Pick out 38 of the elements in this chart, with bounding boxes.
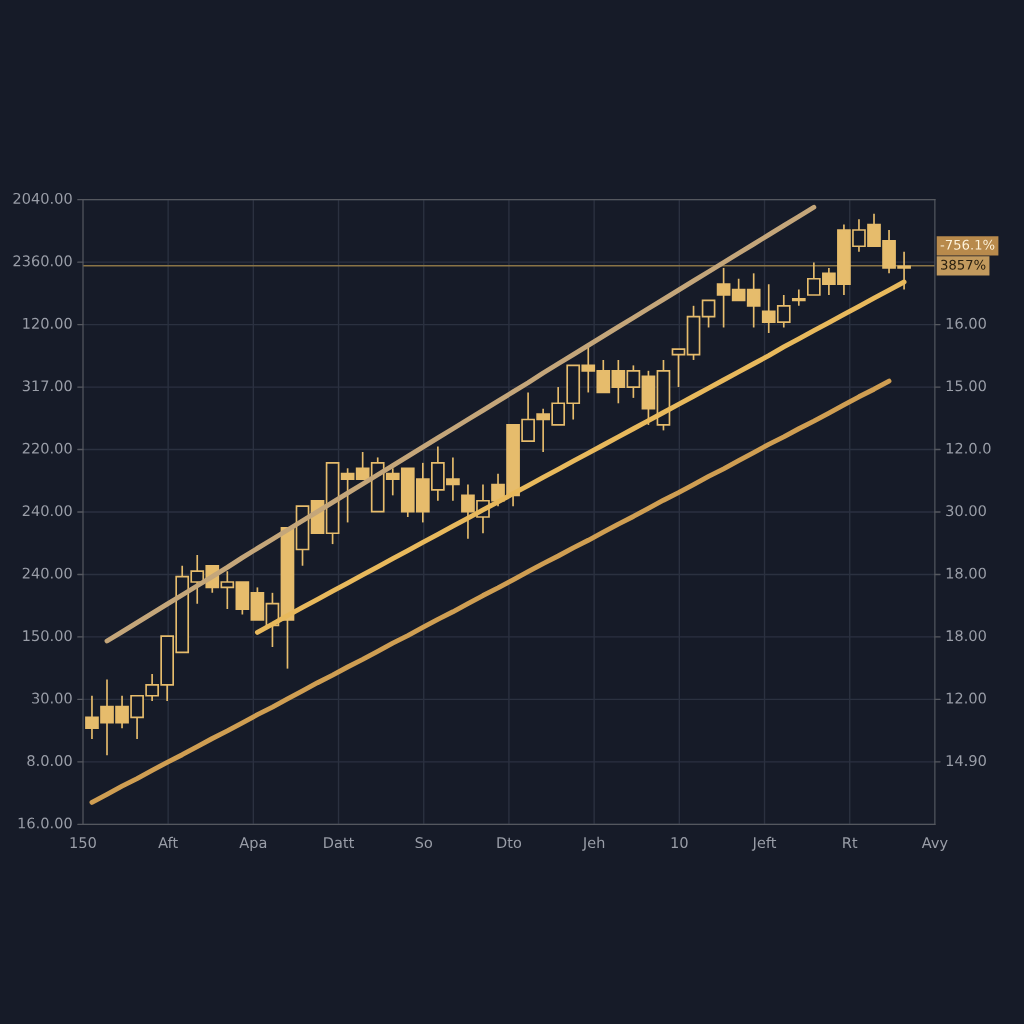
text: 220.00 [22,442,72,454]
text: 18.00 [946,630,986,642]
text: Apa [239,837,267,851]
text: 10 [671,837,688,849]
text: 2360.00 [13,255,72,267]
text: Avy [921,837,948,851]
text: 8.0.00 [27,755,72,767]
text: Datt [324,837,354,849]
candlestick [716,267,731,329]
text: 3857% [941,259,986,270]
text: Jeh [582,836,605,851]
candlestick [671,348,686,388]
text: 12.00 [946,692,986,704]
text: 30.00 [32,692,72,704]
text: 30.00 [946,505,986,517]
text: -756.1% [940,239,995,250]
text: 240.00 [22,505,72,517]
candlestick [701,299,716,329]
text: 120.00 [23,317,72,329]
text: Dto [497,837,522,849]
text: Rt [843,837,858,848]
text: 150.00 [23,630,72,642]
text: 2040.00 [13,192,72,204]
text: 16.00 [946,317,986,329]
text: 18.00 [946,567,986,579]
text: So [415,837,433,849]
candlestick [340,467,355,524]
text: Jeft [751,836,777,851]
text: 14.90 [946,755,986,767]
text: 317.00 [22,380,72,392]
text: 240.00 [22,567,72,579]
candlestick [626,364,641,399]
text: 150 [70,837,96,849]
text: 16.0.00 [18,817,72,829]
text: Aft [158,836,178,848]
candlestick [791,288,806,307]
text: 12.0.0 [946,442,991,454]
text: 15.00 [946,380,986,392]
